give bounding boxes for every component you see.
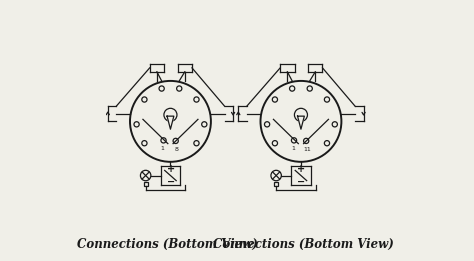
Text: Connections (Bottom View): Connections (Bottom View) [77,238,258,251]
Text: Connections (Bottom View): Connections (Bottom View) [213,238,394,251]
Text: −: − [297,177,306,187]
Text: +: + [297,164,306,174]
Polygon shape [298,116,304,129]
Text: 11: 11 [303,147,311,152]
Text: 1: 1 [161,146,164,151]
Text: −: − [167,177,175,187]
Polygon shape [167,116,174,129]
Text: +: + [167,164,175,174]
Text: 8: 8 [174,147,178,152]
Text: 1: 1 [291,146,295,151]
Bar [144,182,148,186]
Bar [274,182,278,186]
